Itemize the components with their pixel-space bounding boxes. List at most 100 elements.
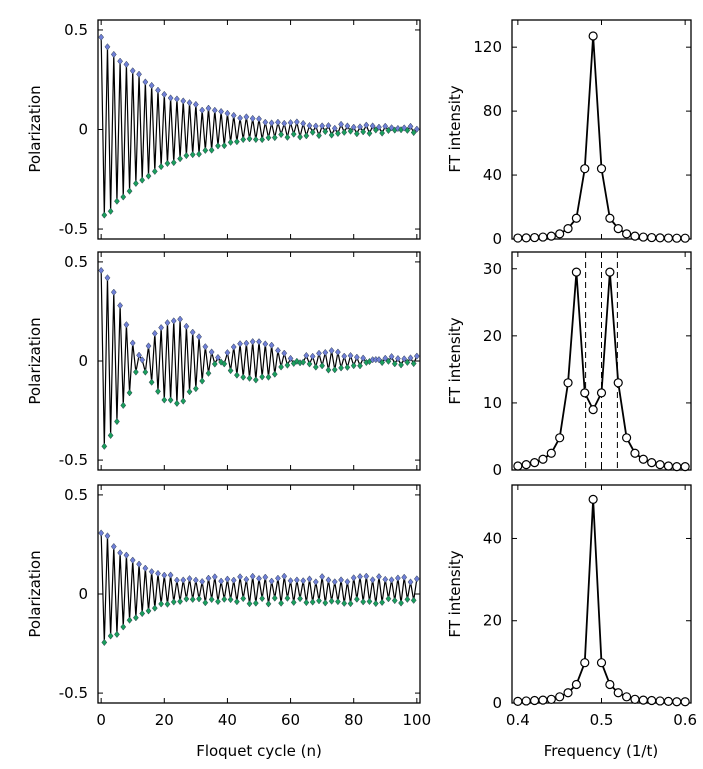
odd-cycle-point [183,595,190,603]
even-cycle-point [382,122,389,130]
even-cycle-point [294,576,300,584]
even-cycle-point [117,549,123,557]
even-cycle-point [123,321,130,329]
even-cycle-point [104,532,111,540]
ft-point [529,695,540,706]
ft-point [605,213,615,223]
even-cycle-point [341,352,348,360]
odd-cycle-point [271,370,278,378]
odd-cycle-point [133,179,139,188]
y-tick-label: 0.5 [64,253,88,271]
even-cycle-point [322,348,329,357]
even-cycle-point [353,353,360,361]
even-cycle-point [186,575,193,583]
even-cycle-point [205,574,212,582]
even-cycle-point [335,348,341,356]
ft-point [580,164,590,174]
odd-cycle-point [379,358,385,367]
odd-cycle-point [177,155,183,163]
x-tick-label: 0.5 [590,711,614,729]
even-cycle-point [262,573,269,581]
even-cycle-point [199,106,206,114]
even-cycle-point [300,577,307,585]
odd-cycle-point [246,600,253,608]
odd-cycle-point [234,371,240,379]
even-cycle-point [208,348,215,356]
y-tick-label: 0 [492,461,502,479]
odd-cycle-point [126,389,133,397]
odd-cycle-point [183,152,190,160]
odd-cycle-point [328,131,335,139]
even-cycle-point [338,120,344,128]
odd-cycle-point [227,138,234,146]
odd-cycle-point [271,133,278,142]
ft-line [517,499,686,703]
even-cycle-point [110,50,117,59]
x-tick-label: 0 [96,711,106,729]
odd-cycle-point [284,361,291,369]
even-cycle-point [202,343,209,351]
even-cycle-point [363,121,370,129]
even-cycle-point [350,574,357,582]
even-cycle-point [155,86,161,94]
even-cycle-point [369,122,376,130]
odd-cycle-point [240,135,247,144]
even-cycle-point [262,118,269,126]
even-cycle-point [136,560,142,568]
even-cycle-point [98,266,105,275]
y-tick-label: 0 [78,585,88,603]
even-cycle-point [123,551,130,559]
odd-cycle-point [322,127,329,136]
even-cycle-point [306,122,313,130]
odd-cycle-point [142,368,149,376]
even-cycle-point [142,78,149,86]
even-cycle-point [388,353,395,361]
y-tick-label: 0.5 [64,486,88,504]
ft-point [546,448,556,458]
even-cycle-point [129,67,136,75]
y-tick-label: 20 [483,327,502,345]
ft-point [596,658,607,668]
odd-cycle-point [107,632,114,640]
even-cycle-point [407,578,414,586]
odd-cycle-point [240,373,247,381]
even-cycle-point [281,572,288,580]
ft-point [613,224,623,234]
even-cycle-point [148,568,155,576]
odd-cycle-point [259,135,266,144]
ft-point [630,448,640,458]
odd-cycle-point [120,401,127,409]
even-cycle-point [167,571,174,579]
x-tick-label: 0.4 [506,711,530,729]
odd-cycle-point [215,597,221,606]
even-cycle-point [407,354,414,362]
even-cycle-point [256,338,262,346]
ft-point [563,688,573,698]
odd-cycle-point [133,614,139,622]
ft-point [680,462,690,472]
odd-cycle-point [114,630,120,638]
even-cycle-point [382,354,389,362]
y-tick-label: 0 [492,230,502,248]
even-cycle-point [129,339,136,347]
odd-cycle-point [410,359,417,368]
odd-cycle-point [114,417,120,426]
ft-point [546,694,556,704]
even-cycle-point [325,576,332,584]
y-tick-label: 80 [483,102,502,120]
odd-cycle-point [101,442,108,450]
odd-cycle-point [347,127,354,135]
ft-point [638,232,648,242]
odd-cycle-point [303,132,310,140]
panel-top-right: 0 40 80 120 [473,19,692,248]
odd-cycle-point [246,374,253,382]
even-cycle-point [249,338,256,346]
even-cycle-point [196,333,202,341]
ft-point [613,688,623,698]
ft-point [538,454,548,464]
even-cycle-point [224,349,231,357]
odd-cycle-point [139,176,146,184]
y-tick-label: 20 [483,612,502,630]
odd-cycle-point [278,363,284,371]
even-cycle-point [309,352,316,360]
